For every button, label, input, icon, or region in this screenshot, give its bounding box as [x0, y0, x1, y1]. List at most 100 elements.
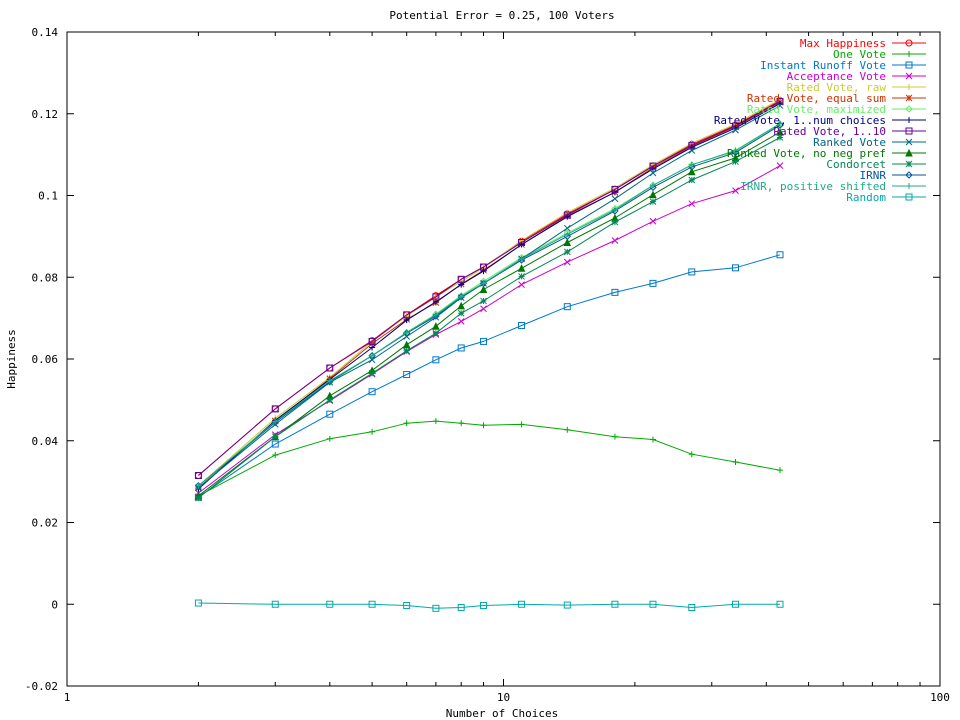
point-marker [905, 105, 913, 113]
legend-label: Rated Vote, 1..10 [773, 125, 886, 138]
point-marker [480, 601, 488, 609]
point-marker [564, 426, 571, 433]
point-marker [688, 142, 696, 150]
point-marker [611, 195, 619, 203]
series-rated-vote-1-10 [194, 97, 784, 479]
point-marker [906, 51, 912, 57]
point-marker [432, 293, 440, 301]
series-one-vote [195, 418, 784, 499]
point-marker [518, 600, 526, 608]
point-marker [611, 237, 619, 244]
series-random [194, 599, 784, 612]
point-marker [688, 604, 696, 612]
y-tick-label: 0.14 [32, 26, 59, 39]
x-tick-label: 10 [497, 691, 510, 704]
point-marker [368, 600, 376, 608]
point-marker [776, 102, 784, 109]
legend-label: Ranked Vote [813, 136, 886, 149]
point-marker [518, 321, 526, 329]
y-tick-label: 0 [51, 598, 58, 611]
y-tick-label: 0.08 [32, 271, 59, 284]
point-marker [563, 224, 571, 232]
point-marker [368, 369, 376, 377]
legend-label: Condorcet [826, 158, 886, 171]
series-condorcet [195, 134, 784, 502]
legend-entry: Random [846, 191, 926, 204]
point-marker [731, 122, 739, 130]
point-marker [731, 600, 739, 608]
point-marker [732, 126, 739, 134]
point-marker [611, 288, 619, 296]
point-marker [776, 120, 784, 128]
legend-label: Rated Vote, maximized [747, 103, 886, 116]
point-marker [776, 251, 784, 259]
point-marker [457, 301, 466, 310]
legend-entry: Instant Runoff Vote [760, 59, 926, 72]
point-marker [563, 211, 571, 219]
legend-entry: One Vote [833, 48, 926, 61]
point-marker [195, 494, 202, 502]
point-marker [731, 264, 739, 272]
legend-entry: Ranked Vote, no neg pref [727, 147, 926, 160]
y-tick-label: 0.1 [38, 190, 58, 203]
x-tick-label: 1 [64, 691, 71, 704]
point-marker [732, 187, 739, 194]
legend-entry: IRNR, positive shifted [740, 180, 926, 193]
point-marker [905, 127, 913, 135]
point-marker [326, 435, 333, 442]
point-marker [563, 258, 571, 266]
point-marker [432, 418, 439, 425]
y-axis-label: Happiness [5, 329, 18, 389]
point-marker [905, 138, 913, 146]
point-marker [432, 311, 439, 318]
legend-entry: Rated Vote, 1..10 [773, 125, 926, 138]
point-marker [611, 218, 619, 226]
point-marker [905, 61, 913, 69]
point-marker [732, 158, 739, 165]
legend-label: Max Happiness [800, 37, 886, 50]
point-marker [403, 420, 410, 427]
legend-label: Rated Vote, 1..num choices [714, 114, 886, 127]
legend-entry: Rated Vote, raw [787, 81, 926, 94]
point-marker [432, 322, 440, 330]
point-marker [563, 601, 571, 609]
y-tick-label: 0.06 [32, 353, 59, 366]
legend-label: Acceptance Vote [787, 70, 886, 83]
point-marker [480, 279, 487, 286]
point-marker [518, 255, 525, 262]
point-marker [905, 148, 913, 157]
point-marker [688, 176, 696, 184]
point-marker [611, 206, 618, 213]
legend-entry: Max Happiness [800, 37, 926, 50]
point-marker [776, 600, 784, 608]
point-marker [687, 167, 696, 176]
legend-label: Random [846, 191, 886, 204]
point-marker [432, 329, 440, 337]
series-layer [194, 96, 784, 612]
point-marker [563, 248, 571, 256]
point-marker [905, 39, 913, 47]
point-marker [368, 337, 376, 345]
legend-label: Rated Vote, equal sum [747, 92, 886, 105]
point-marker [563, 303, 571, 311]
point-marker [457, 344, 465, 352]
point-marker [271, 405, 279, 413]
point-marker [271, 433, 279, 441]
y-tick-label: 0.12 [32, 108, 59, 121]
point-marker [649, 190, 657, 199]
series-irnr-positive-shifted [195, 120, 784, 489]
point-marker [649, 162, 657, 170]
point-marker [611, 433, 618, 440]
point-marker [479, 279, 488, 288]
point-marker [480, 297, 487, 305]
point-marker [518, 273, 525, 280]
point-marker [403, 347, 411, 355]
point-marker [458, 293, 465, 300]
legend-entry: Acceptance Vote [787, 70, 926, 83]
point-marker [611, 185, 619, 193]
point-marker [369, 428, 376, 435]
point-marker [649, 600, 657, 608]
